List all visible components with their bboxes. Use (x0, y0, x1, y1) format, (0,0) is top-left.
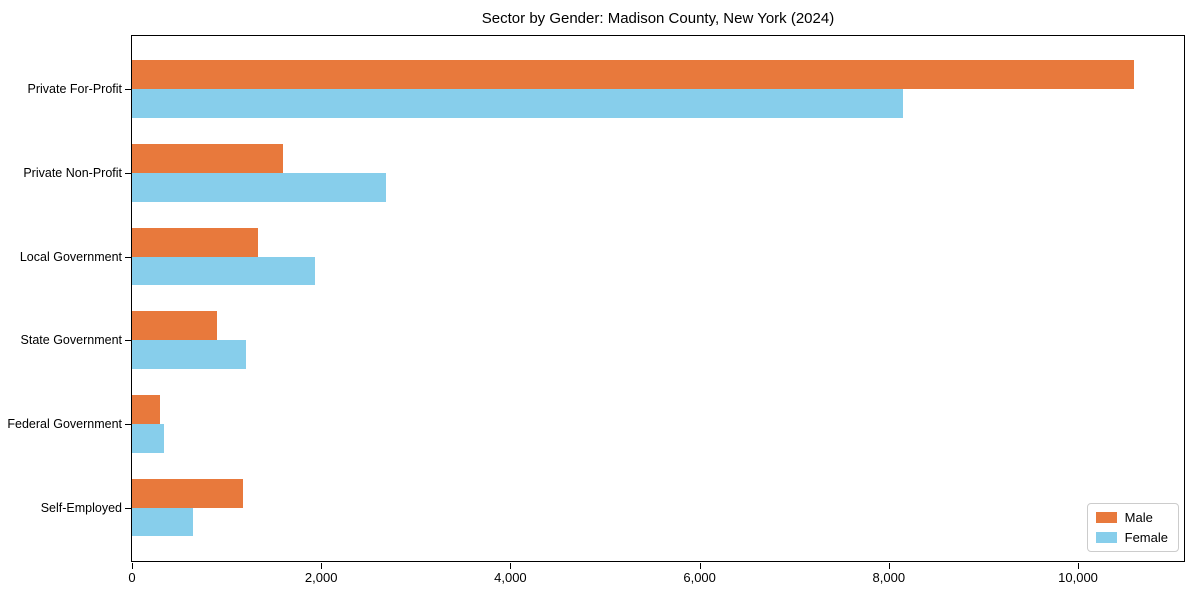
x-tick-mark-3 (699, 563, 701, 569)
y-tick-mark-3 (125, 340, 131, 342)
plot-area: Male Female Private For-Profit Private No… (7, 35, 1185, 585)
chart-title: Sector by Gender: Madison County, New Yo… (481, 10, 835, 27)
legend-item-male: Male (1095, 510, 1168, 525)
x-tick-mark-4 (888, 563, 890, 569)
y-axis-label-0: Private For-Profit (27, 82, 122, 97)
y-axis-label-5: Self-Employed (40, 500, 122, 515)
x-axis-tick-label-5: 10,000 (1058, 570, 1098, 585)
y-tick-mark-2 (125, 256, 131, 258)
y-tick-mark-4 (125, 423, 131, 425)
x-axis-tick-label-1: 2,000 (304, 570, 338, 585)
x-tick-mark-1 (321, 563, 323, 569)
legend-swatch-female (1095, 532, 1117, 543)
x-tick-mark-5 (1078, 563, 1080, 569)
x-axis-tick-label-3: 6,000 (683, 570, 716, 585)
legend: Male Female (1086, 503, 1179, 552)
x-axis-tick-label-0: 0 (128, 570, 136, 585)
bar-male-1 (132, 143, 284, 173)
y-axis-label-4: Federal Government (7, 416, 122, 431)
bar-male-2 (132, 227, 258, 257)
x-axis-tick-label-4: 8,000 (872, 570, 906, 585)
y-axis-label-1: Private Non-Profit (23, 165, 122, 180)
y-tick-mark-0 (125, 89, 131, 91)
y-tick-mark-5 (125, 507, 131, 509)
x-tick-mark-0 (132, 563, 133, 569)
legend-label-male: Male (1124, 510, 1153, 525)
legend-swatch-male (1095, 512, 1117, 523)
bar-male-5 (132, 478, 243, 508)
bar-female-1 (132, 172, 386, 202)
bar-male-0 (132, 60, 1134, 90)
bar-male-4 (132, 394, 161, 424)
legend-label-female: Female (1124, 530, 1168, 545)
bar-female-2 (132, 256, 315, 286)
x-axis-tick-label-2: 4,000 (494, 570, 527, 585)
y-axis-label-3: State Government (20, 333, 122, 348)
legend-item-female: Female (1095, 530, 1168, 545)
y-axis-label-2: Local Government (19, 249, 122, 264)
x-tick-mark-2 (510, 563, 512, 569)
y-tick-mark-1 (125, 172, 131, 174)
bar-female-5 (132, 507, 193, 537)
bar-male-3 (132, 311, 218, 341)
bar-female-0 (132, 89, 904, 118)
bar-female-3 (132, 340, 246, 370)
bar-female-4 (132, 423, 165, 453)
